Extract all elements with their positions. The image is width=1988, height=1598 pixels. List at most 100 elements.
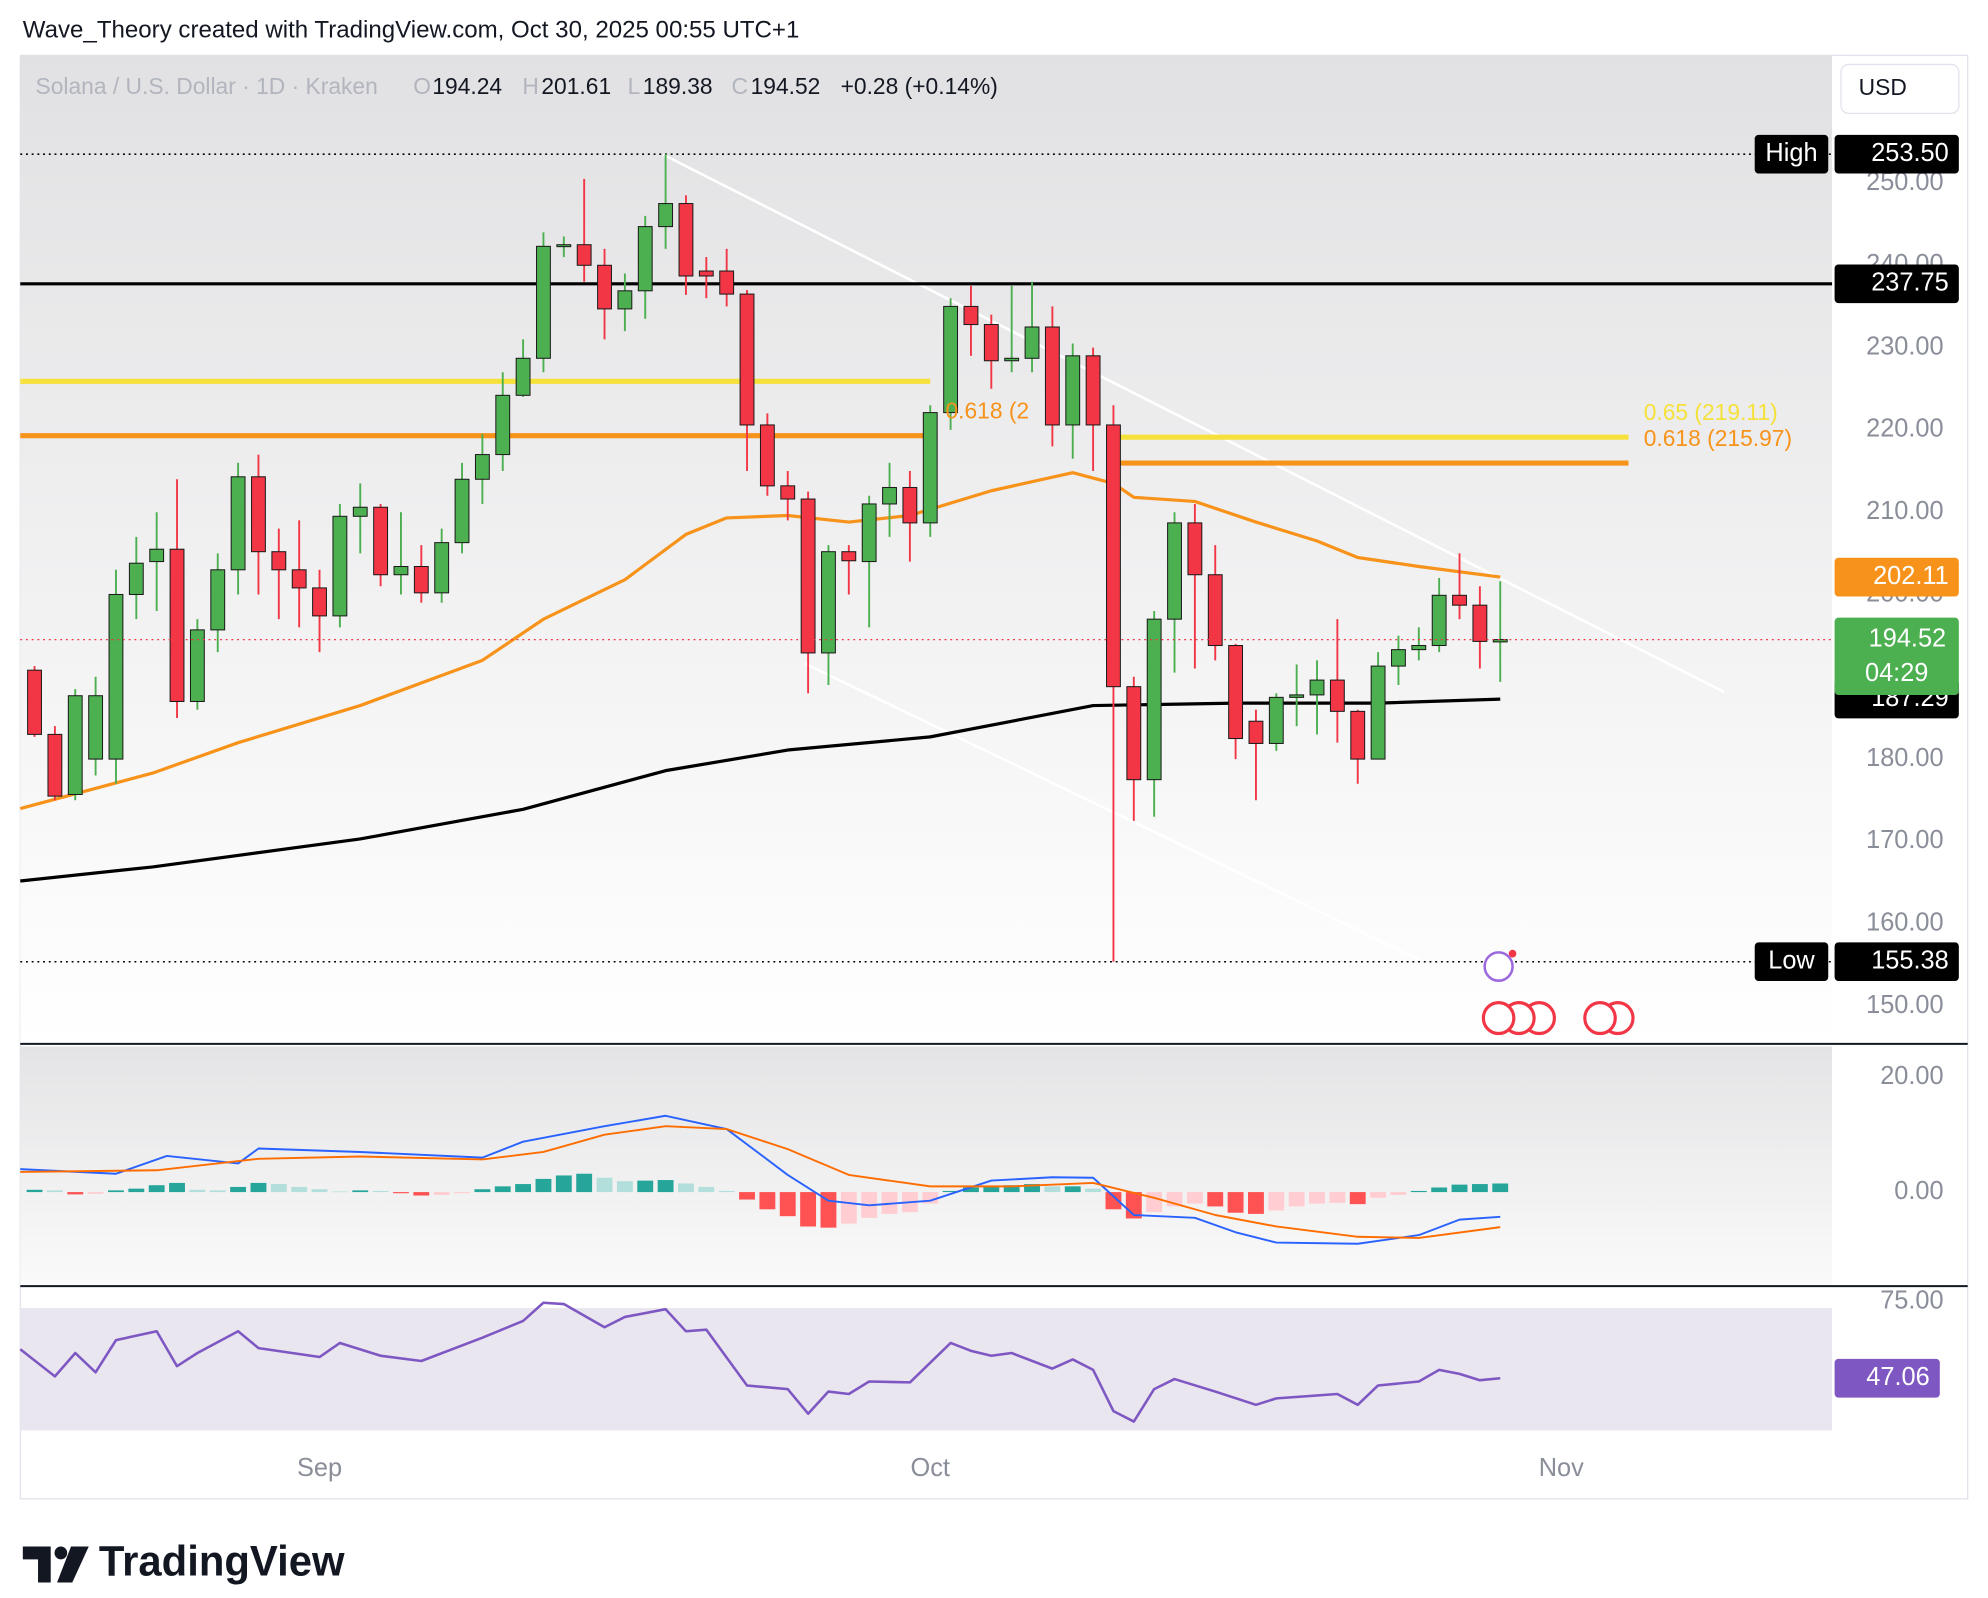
candle-body xyxy=(943,305,959,414)
macd-histogram-bar xyxy=(739,1192,755,1200)
logo-mark xyxy=(57,1546,89,1583)
fib-label: 0.618 (2 xyxy=(945,397,1029,423)
candle-body xyxy=(983,324,999,362)
candle-body xyxy=(861,503,877,563)
macd-histogram-bar xyxy=(1329,1192,1346,1203)
event-icon[interactable] xyxy=(1483,951,1514,982)
level-value: 253.50 xyxy=(1871,139,1949,167)
macd-histogram-bar xyxy=(1024,1184,1040,1193)
macd-line xyxy=(20,1114,1501,1245)
x-tick-label: Nov xyxy=(1539,1454,1584,1482)
macd-histogram-bar xyxy=(1370,1192,1387,1198)
candle-body xyxy=(658,203,674,228)
macd-histogram-bar xyxy=(87,1192,104,1194)
candle-body xyxy=(291,569,307,589)
macd-histogram-bar xyxy=(128,1188,145,1193)
candle-body xyxy=(902,486,918,524)
macd-histogram-bar xyxy=(1085,1188,1102,1193)
candle-body xyxy=(882,486,897,505)
macd-histogram-bar xyxy=(291,1186,308,1193)
macd-histogram-bar xyxy=(963,1187,979,1193)
macd-histogram-bar xyxy=(1248,1192,1264,1214)
candle-body xyxy=(189,629,205,702)
level-value-box xyxy=(1834,942,1959,982)
macd-histogram-bar xyxy=(535,1178,552,1193)
macd-histogram-bar xyxy=(1288,1192,1305,1207)
macd-pane xyxy=(20,1046,1833,1287)
ohlc-key: H xyxy=(522,73,538,99)
macd-histogram-bar xyxy=(148,1185,165,1193)
candle-body xyxy=(1309,679,1325,696)
candle-body xyxy=(1492,639,1508,643)
rsi-value-box xyxy=(1834,1358,1940,1398)
macd-histogram-bar xyxy=(616,1181,633,1193)
candle-body xyxy=(1207,574,1223,647)
candle-body xyxy=(800,498,816,654)
macd-histogram-bar xyxy=(331,1191,348,1193)
candle-body xyxy=(454,478,470,544)
macd-histogram-bar xyxy=(46,1190,63,1193)
currency-button[interactable]: USD xyxy=(1840,63,1960,115)
macd-histogram-bar xyxy=(922,1192,939,1204)
logo-mark xyxy=(22,1546,51,1583)
trendline-upper xyxy=(662,153,1725,694)
currency-button-box[interactable] xyxy=(1840,63,1960,115)
macd-histogram-bar xyxy=(1492,1183,1509,1193)
fib-label: 0.65 (219.11) xyxy=(1644,399,1778,425)
current-price: 194.52 xyxy=(1869,624,1947,652)
price-pane xyxy=(20,55,1833,1044)
candle-body xyxy=(1431,594,1447,647)
candle-body xyxy=(821,551,836,654)
candle-body xyxy=(1248,720,1264,744)
candle-body xyxy=(1452,594,1467,606)
candle-body xyxy=(1289,694,1305,698)
level-tag-box xyxy=(1754,942,1829,982)
candle-body xyxy=(1187,522,1203,576)
ohlc-key: C xyxy=(732,73,748,99)
y-tick-label: 210.00 xyxy=(1866,497,1944,525)
event-icon[interactable] xyxy=(1481,1001,1516,1036)
macd-histogram-bar xyxy=(698,1186,715,1193)
macd-histogram-bar xyxy=(779,1192,796,1217)
candle-body xyxy=(739,293,755,426)
candle-body xyxy=(515,357,531,396)
logo: TradingView xyxy=(22,1537,345,1585)
macd-histogram-bar xyxy=(230,1186,247,1193)
candle-body xyxy=(1350,710,1366,760)
macd-histogram-bar xyxy=(759,1192,776,1210)
y-tick-label: 0.00 xyxy=(1894,1177,1943,1205)
macd-histogram-bar xyxy=(983,1186,1000,1193)
macd-histogram-bar xyxy=(515,1184,532,1193)
macd-histogram-bar xyxy=(1146,1192,1163,1213)
macd-histogram-bar xyxy=(494,1186,511,1193)
macd-histogram-bar xyxy=(311,1189,328,1193)
event-icons xyxy=(1481,949,1635,1036)
candle-body xyxy=(576,244,592,266)
event-dot xyxy=(1508,949,1517,958)
event-icon[interactable] xyxy=(1583,1001,1617,1036)
currency-label[interactable]: USD xyxy=(1859,74,1907,100)
candle-body xyxy=(597,264,612,310)
candle-body xyxy=(1370,665,1386,760)
macd-histogram-bar xyxy=(393,1192,409,1194)
macd-histogram-bar xyxy=(1044,1186,1061,1193)
candle-body xyxy=(393,565,409,576)
macd-histogram-bar xyxy=(1186,1192,1203,1204)
candle-body xyxy=(352,506,368,517)
level-value-box xyxy=(1834,264,1959,304)
macd-histogram-bar xyxy=(1349,1192,1366,1205)
fib-label: 0.618 (215.97) xyxy=(1644,425,1792,451)
candle-body xyxy=(312,587,327,617)
macd-histogram-bar xyxy=(1105,1192,1122,1210)
candle-body xyxy=(1472,604,1488,642)
countdown: 04:29 xyxy=(1865,659,1928,687)
macd-histogram-bar xyxy=(67,1192,84,1195)
candle-body xyxy=(678,203,694,277)
x-tick-label: Oct xyxy=(911,1454,950,1482)
macd-histogram-bar xyxy=(250,1182,267,1193)
candle-body xyxy=(1391,649,1406,667)
candle-body xyxy=(1268,696,1284,744)
macd-histogram-bar xyxy=(372,1190,389,1193)
candle-body xyxy=(759,424,775,487)
macd-histogram-bar xyxy=(270,1184,287,1193)
